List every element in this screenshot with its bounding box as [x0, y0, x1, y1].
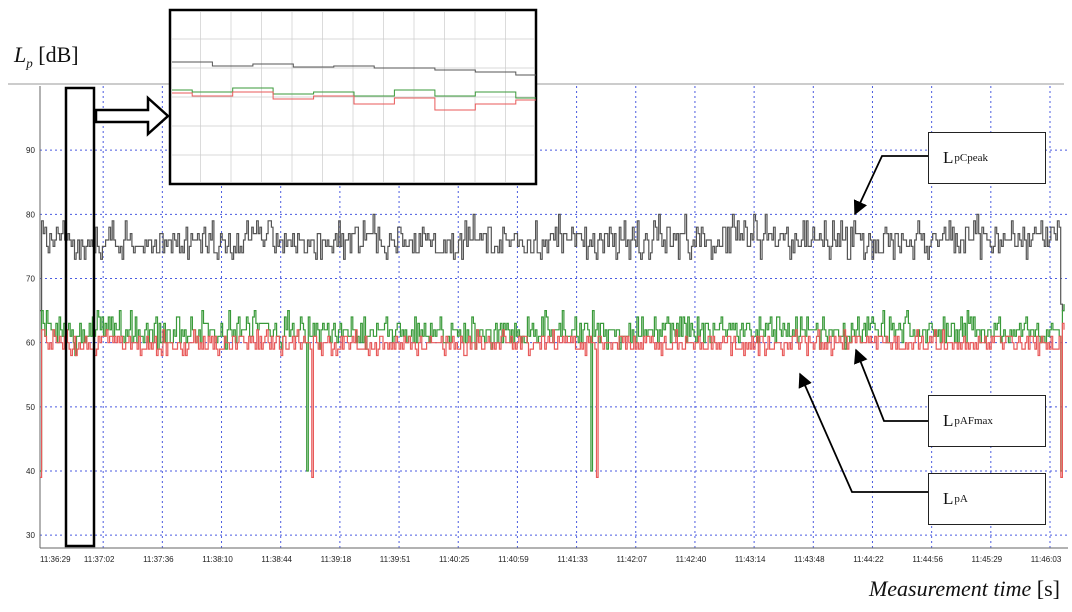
y-axis-symbol: L — [14, 42, 27, 67]
x-tick-label: 11:37:36 — [143, 555, 174, 564]
y-tick-label: 80 — [26, 210, 35, 219]
x-tick-label: 11:36:29 — [40, 555, 71, 564]
x-tick-label: 11:46:03 — [1031, 555, 1062, 564]
x-tick-label: 11:44:22 — [853, 555, 884, 564]
zoom-selection-frame — [64, 86, 96, 548]
series-LpCpeak — [40, 213, 1065, 312]
legend-lpa-sub: pA — [954, 493, 968, 505]
x-tick-label: 11:44:56 — [912, 555, 943, 564]
x-tick-label: 11:38:44 — [261, 555, 292, 564]
y-tick-label: 30 — [26, 531, 35, 540]
x-tick-label: 11:40:59 — [498, 555, 529, 564]
arrow-lpa — [798, 372, 928, 493]
legend-lpafmax-sub: pAFmax — [954, 415, 993, 427]
x-axis-title: Measurement time [s] — [869, 576, 1060, 602]
arrow-lpafmax — [854, 348, 928, 422]
x-axis-unit: [s] — [1036, 576, 1060, 601]
x-tick-label: 11:42:40 — [676, 555, 707, 564]
x-axis-ticks: 11:36:29 11:37:02 11:37:36 11:38:10 11:38:44… — [40, 555, 1062, 564]
y-tick-label: 40 — [26, 467, 35, 476]
y-axis-symbol-sub: p — [26, 55, 33, 71]
y-tick-label: 70 — [26, 275, 35, 284]
callout-arrows — [798, 155, 928, 493]
inset-series-0 — [172, 61, 536, 76]
series-LpA — [40, 322, 1065, 478]
x-tick-label: 11:45:29 — [972, 555, 1003, 564]
inset-series-1 — [172, 87, 536, 99]
x-tick-label: 11:37:02 — [84, 555, 115, 564]
y-tick-label: 50 — [26, 403, 35, 412]
x-tick-label: 11:39:51 — [380, 555, 411, 564]
x-tick-label: 11:43:48 — [794, 555, 825, 564]
inset-series-2 — [172, 91, 536, 111]
x-tick-label: 11:43:14 — [735, 555, 766, 564]
x-tick-label: 11:40:25 — [439, 555, 470, 564]
y-tick-label: 90 — [26, 146, 35, 155]
legend-lpcpeak-sub: pCpeak — [954, 152, 988, 164]
x-tick-label: 11:41:33 — [557, 555, 588, 564]
legend-lpcpeak-main: L — [943, 148, 954, 167]
y-tick-label: 60 — [26, 339, 35, 348]
zoom-inset — [64, 8, 538, 548]
y-axis-title: Lp [dB] — [14, 42, 79, 71]
series-lines — [40, 213, 1065, 478]
y-axis-unit: [dB] — [38, 42, 79, 67]
zoom-arrow — [94, 95, 170, 137]
x-tick-label: 11:38:10 — [202, 555, 233, 564]
legend-lpafmax-main: L — [943, 411, 954, 430]
x-tick-label: 11:39:18 — [321, 555, 352, 564]
arrow-lpcpeak — [853, 155, 928, 216]
y-axis-ticks: 30 40 50 60 70 80 90 — [26, 146, 35, 540]
legend-lpa-main: L — [943, 489, 954, 508]
x-tick-label: 11:42:07 — [616, 555, 647, 564]
x-axis-main: Measurement time — [868, 576, 1032, 601]
